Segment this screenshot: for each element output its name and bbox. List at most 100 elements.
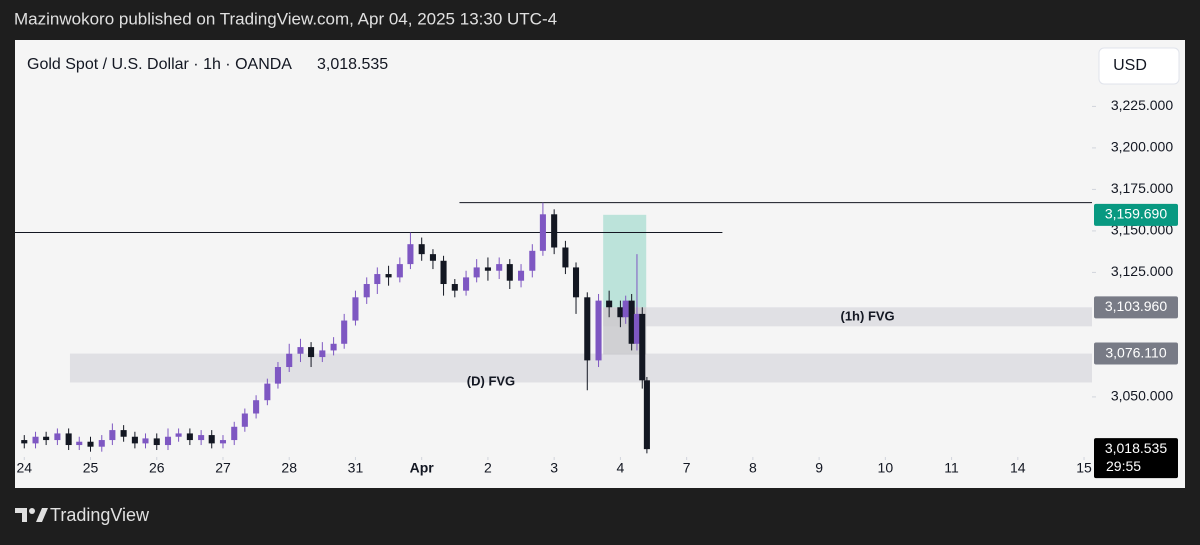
candle-body (153, 438, 160, 446)
x-tick-label: 3 (550, 460, 558, 476)
candle-body (319, 350, 326, 358)
candle-body (518, 270, 525, 281)
candle-body (120, 430, 127, 437)
candle-body (595, 300, 602, 361)
logo-mark (36, 508, 48, 522)
currency[interactable]: USD (1113, 57, 1147, 74)
x-tick-label: 8 (749, 460, 757, 476)
candle-body (87, 441, 94, 447)
price-label: 3,076.110 (1105, 344, 1166, 360)
candle-body (622, 300, 629, 318)
logo-dot (29, 508, 35, 514)
candle-body (418, 244, 425, 255)
candle-body (628, 300, 635, 344)
candle-body (98, 440, 105, 447)
x-tick-label: Apr (410, 460, 435, 476)
candle-body (484, 267, 491, 271)
candle-body (43, 436, 50, 441)
candle-body (32, 436, 39, 444)
candle-body (198, 435, 205, 441)
candle-body (539, 214, 546, 251)
zone-label: (D) FVG (467, 373, 515, 388)
candle-body (297, 347, 304, 354)
candle-body (330, 343, 337, 351)
candle-body (363, 284, 370, 298)
zone (603, 307, 1092, 327)
price-label: 3,018.535 (1105, 440, 1167, 456)
candle-body (562, 247, 569, 268)
candle-body (440, 260, 447, 285)
candle-body (506, 264, 513, 281)
x-tick-label: 10 (878, 460, 894, 476)
candle-body (396, 264, 403, 278)
candle-body (633, 313, 640, 344)
candle-body (407, 244, 414, 265)
candle-body (374, 274, 381, 285)
y-tick-label: 3,050.000 (1111, 388, 1173, 404)
brand-name: TradingView (50, 505, 150, 525)
zone (69, 353, 1092, 383)
x-tick-label: 31 (348, 460, 364, 476)
zone-label: (1h) FVG (841, 308, 895, 323)
x-tick-label: 28 (281, 460, 297, 476)
x-tick-label: 2 (484, 460, 492, 476)
candle-body (643, 380, 650, 450)
x-tick-label: 11 (944, 460, 959, 476)
candle-body (208, 435, 215, 444)
x-tick-label: 7 (683, 460, 691, 476)
candle-body (219, 440, 227, 444)
candle-body (109, 430, 116, 441)
candle-body (175, 433, 182, 437)
zone (603, 214, 647, 308)
candle-body (142, 438, 149, 444)
brand-logo (15, 508, 48, 522)
price-label-box (1094, 342, 1178, 365)
candle-body (429, 254, 436, 261)
y-tick-label: 3,125.000 (1111, 263, 1173, 279)
candle-body (496, 264, 503, 271)
x-tick-label: 9 (815, 460, 823, 476)
currency-button[interactable] (1098, 47, 1180, 85)
candle-body (164, 436, 172, 446)
plot: (D) FVG (1h) FVG 3,225.000 3,200.000 3,175.0… (15, 97, 1178, 479)
candle-body (286, 353, 293, 368)
candle-body (308, 347, 315, 358)
y-tick-label: 3,225.000 (1111, 97, 1173, 113)
candle-body (352, 297, 359, 321)
price-label-box (1094, 438, 1178, 479)
candle-body (21, 440, 28, 444)
x-tick-label: 27 (215, 460, 231, 476)
countdown: 29:55 (1106, 458, 1141, 474)
candle-body (65, 433, 72, 446)
chart-title: Gold Spot / U.S. Dollar · 1h · OANDA (27, 56, 292, 73)
x-tick-label: 14 (1010, 460, 1026, 476)
x-tick-label: 15 (1076, 460, 1092, 476)
candle-body (274, 367, 281, 384)
candle-body (131, 436, 138, 444)
candle-body (186, 433, 193, 441)
y-tick-label: 3,175.000 (1111, 180, 1173, 196)
candle-body (617, 307, 624, 318)
candle-body (54, 433, 61, 441)
price-label: 3,103.960 (1105, 298, 1167, 314)
candle-body (473, 267, 480, 278)
x-tick-label: 25 (83, 460, 99, 476)
price-label: 3,159.690 (1105, 206, 1167, 222)
x-tick-label: 24 (16, 460, 32, 476)
candle-body (241, 413, 248, 427)
y-tick-label: 3,200.000 (1111, 139, 1173, 155)
candle-body (385, 274, 392, 278)
price-label-box (1094, 296, 1178, 319)
candle-body (231, 426, 238, 441)
candle-body (253, 400, 260, 414)
candle-body (529, 250, 536, 271)
candle-body (606, 300, 613, 308)
x-tick-label: 4 (617, 460, 625, 476)
candle-body (451, 284, 458, 291)
last-price: 3,018.535 (317, 56, 388, 73)
price-label-box (1094, 203, 1178, 226)
chart-panel (15, 40, 1185, 488)
header-text: Mazinwokoro published on TradingView.com… (14, 9, 557, 28)
